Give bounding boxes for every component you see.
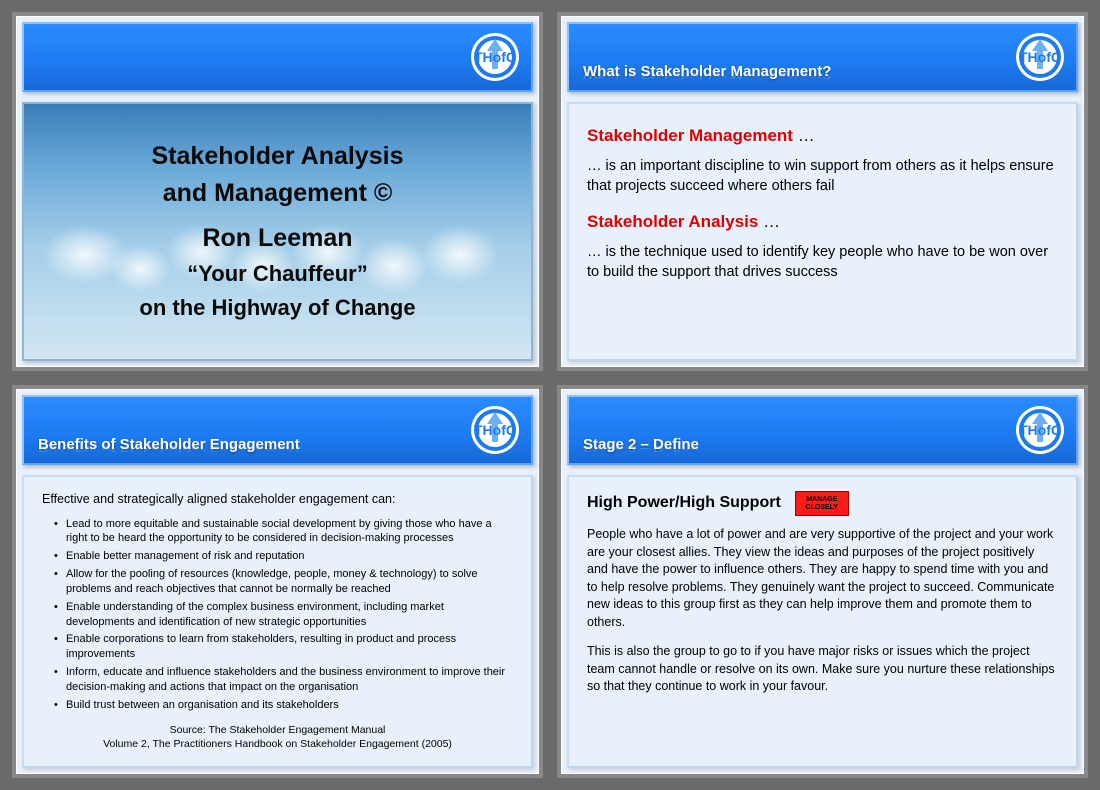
list-item: Enable better management of risk and rep… <box>54 549 513 564</box>
badge-line-2: CLOSELY <box>806 504 838 511</box>
body-paragraph-1: People who have a lot of power and are v… <box>587 526 1058 631</box>
slide-4: Stage 2 – Define THofC High Power/High S… <box>557 385 1088 778</box>
logo-icon: THofC <box>1014 31 1066 83</box>
list-item: Build trust between an organisation and … <box>54 698 513 713</box>
header-title: Benefits of Stakeholder Engagement <box>38 436 300 453</box>
tagline-2: on the Highway of Change <box>139 295 415 321</box>
logo-icon: THofC <box>469 31 521 83</box>
brand-logo: THofC <box>1014 404 1066 456</box>
red-heading-2-text: Stakeholder Analysis <box>587 212 758 231</box>
slide-header: Benefits of Stakeholder Engagement THofC <box>22 395 533 465</box>
title-card-body: Stakeholder Analysis and Management © Ro… <box>22 102 533 361</box>
slide-header: What is Stakeholder Management? THofC <box>567 22 1078 92</box>
slide-header: THofC <box>22 22 533 92</box>
header-title: Stage 2 – Define <box>583 436 699 453</box>
source-line-2: Volume 2, The Practitioners Handbook on … <box>42 737 513 752</box>
svg-text:THofC: THofC <box>1019 49 1061 65</box>
list-item: Lead to more equitable and sustainable s… <box>54 517 513 547</box>
logo-icon: THofC <box>1014 404 1066 456</box>
red-heading-1-text: Stakeholder Management <box>587 126 793 145</box>
badge-line-1: MANAGE <box>806 496 837 503</box>
header-title: What is Stakeholder Management? <box>583 63 831 80</box>
slide-2: What is Stakeholder Management? THofC St… <box>557 12 1088 371</box>
body-paragraph-1: … is an important discipline to win supp… <box>587 156 1058 197</box>
slide-grid: THofC Stakeholder Analysis and Managemen… <box>12 12 1088 778</box>
manage-closely-badge: MANAGE CLOSELY <box>795 491 849 516</box>
source-citation: Source: The Stakeholder Engagement Manua… <box>42 723 513 752</box>
title-line-2: and Management © <box>163 179 393 208</box>
body-paragraph-2: This is also the group to go to if you h… <box>587 643 1058 696</box>
list-item: Enable corporations to learn from stakeh… <box>54 632 513 662</box>
title-line-1: Stakeholder Analysis <box>152 142 404 171</box>
red-heading-1: Stakeholder Management … <box>587 124 1058 148</box>
red-heading-2: Stakeholder Analysis … <box>587 210 1058 234</box>
svg-text:THofC: THofC <box>1019 422 1061 438</box>
author: Ron Leeman <box>202 224 352 253</box>
ellipsis: … <box>798 126 815 145</box>
brand-logo: THofC <box>1014 31 1066 83</box>
logo-icon: THofC <box>469 404 521 456</box>
svg-text:THofC: THofC <box>474 422 516 438</box>
quadrant-title: High Power/High Support <box>587 492 781 514</box>
list-item: Allow for the pooling of resources (know… <box>54 567 513 597</box>
slide-content: High Power/High Support MANAGE CLOSELY P… <box>567 475 1078 768</box>
brand-logo: THofC <box>469 31 521 83</box>
body-paragraph-2: … is the technique used to identify key … <box>587 242 1058 283</box>
slide-content: Stakeholder Management … … is an importa… <box>567 102 1078 361</box>
title-row: High Power/High Support MANAGE CLOSELY <box>587 491 1058 516</box>
tagline-1: “Your Chauffeur” <box>187 261 367 287</box>
ellipsis: … <box>763 212 780 231</box>
bullet-list: Lead to more equitable and sustainable s… <box>42 517 513 713</box>
brand-logo: THofC <box>469 404 521 456</box>
list-item: Inform, educate and influence stakeholde… <box>54 665 513 695</box>
source-line-1: Source: The Stakeholder Engagement Manua… <box>42 723 513 738</box>
intro-text: Effective and strategically aligned stak… <box>42 491 513 509</box>
slide-3: Benefits of Stakeholder Engagement THofC… <box>12 385 543 778</box>
slide-header: Stage 2 – Define THofC <box>567 395 1078 465</box>
list-item: Enable understanding of the complex busi… <box>54 600 513 630</box>
svg-text:THofC: THofC <box>474 49 516 65</box>
slide-1: THofC Stakeholder Analysis and Managemen… <box>12 12 543 371</box>
slide-content: Effective and strategically aligned stak… <box>22 475 533 768</box>
